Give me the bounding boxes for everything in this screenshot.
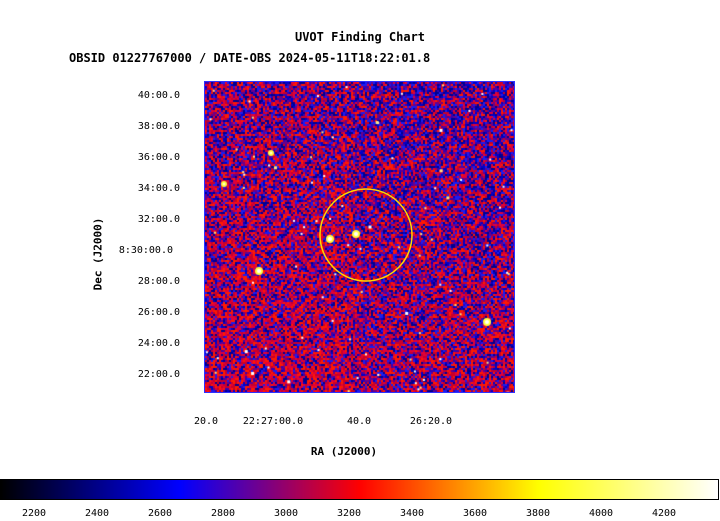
y-tick-label: 24:00.0 xyxy=(137,338,180,349)
sky-field xyxy=(205,82,514,392)
colorbar-tick-label: 3800 xyxy=(525,508,551,519)
chart-title: UVOT Finding Chart xyxy=(294,30,426,44)
colorbar-tick-label: 3200 xyxy=(336,508,362,519)
y-tick-label: 40:00.0 xyxy=(137,90,180,101)
sky-image xyxy=(205,82,514,392)
colorbar-tick-label: 2600 xyxy=(147,508,173,519)
chart-subtitle: OBSID 01227767000 / DATE-OBS 2024-05-11T… xyxy=(69,51,431,65)
x-tick-label: 22:27:00.0 xyxy=(242,416,304,427)
source-overlay xyxy=(319,188,413,282)
y-tick-label: 26:00.0 xyxy=(137,307,180,318)
y-tick-label: 22:00.0 xyxy=(137,369,180,380)
y-tick-label: 36:00.0 xyxy=(137,152,180,163)
y-tick-label: 28:00.0 xyxy=(137,276,180,287)
colorbar-tick-label: 4000 xyxy=(588,508,614,519)
colorbar-tick-label: 3600 xyxy=(462,508,488,519)
source-region-circle xyxy=(319,188,413,282)
y-tick-label: 38:00.0 xyxy=(137,121,180,132)
x-tick-label: 40.0 xyxy=(346,416,372,427)
y-tick-label: 8:30:00.0 xyxy=(118,245,173,256)
colorbar-tick-label: 3400 xyxy=(399,508,425,519)
y-axis-label: Dec (J2000) xyxy=(91,217,105,291)
colorbar xyxy=(0,479,719,500)
colorbar-tick-label: 3000 xyxy=(273,508,299,519)
colorbar-tick-label: 2400 xyxy=(84,508,110,519)
x-tick-label: 26:20.0 xyxy=(409,416,453,427)
x-tick-label: 20.0 xyxy=(193,416,219,427)
x-axis-label: RA (J2000) xyxy=(310,445,378,458)
colorbar-tick-label: 4200 xyxy=(651,508,677,519)
colorbar-tick-label: 2200 xyxy=(21,508,47,519)
colorbar-tick-label: 2800 xyxy=(210,508,236,519)
y-tick-label: 32:00.0 xyxy=(137,214,180,225)
y-tick-label: 34:00.0 xyxy=(137,183,180,194)
